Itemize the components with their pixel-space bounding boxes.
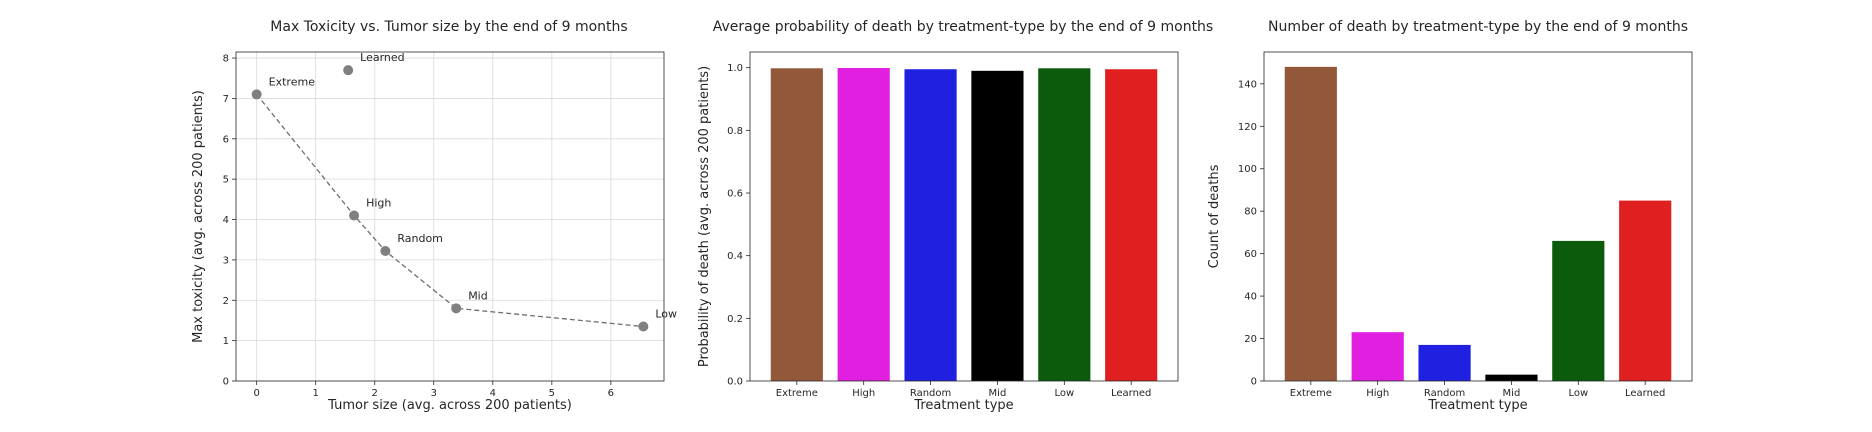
x-tick-label: 3	[431, 388, 437, 399]
x-tick-label: Learned	[1625, 388, 1665, 399]
x-axis-ticks: 0 1 2 3 4 5 6	[253, 381, 614, 399]
point-label: Low	[655, 308, 677, 321]
x-tick-label: 6	[608, 388, 614, 399]
y-axis-ticks: 0.0 0.2 0.4 0.6 0.8 1.0	[727, 63, 750, 388]
data-point-high: High	[349, 196, 391, 221]
count-of-deaths-panel: Number of death by treatment-type by the…	[1207, 19, 1693, 413]
plot-frame	[1263, 51, 1693, 382]
bar-random	[1418, 344, 1471, 381]
y-tick-label: 20	[1244, 334, 1257, 345]
x-tick-label: Mid	[989, 388, 1007, 399]
x-tick-label: Mid	[1503, 388, 1521, 399]
point-label: Random	[397, 232, 443, 245]
bar-low	[1038, 68, 1091, 381]
x-tick-label: Low	[1054, 388, 1074, 399]
connecting-dashed-line	[256, 93, 644, 328]
y-axis-label: Count of deaths	[1207, 164, 1222, 268]
x-tick-label: 5	[549, 388, 555, 399]
bar-extreme	[770, 68, 823, 381]
y-tick-label: 0.0	[727, 377, 743, 388]
bar-mid	[1485, 374, 1538, 381]
y-tick-label: 7	[223, 94, 229, 105]
grid-lines	[236, 52, 664, 382]
x-tick-label: Random	[1424, 388, 1465, 399]
data-point-low: Low	[638, 308, 677, 332]
point-marker	[380, 246, 391, 257]
y-tick-label: 1	[223, 336, 229, 347]
point-marker	[451, 303, 462, 314]
toxicity-vs-tumor-panel: Max Toxicity vs. Tumor size by the end o…	[191, 19, 677, 413]
y-tick-label: 2	[223, 296, 229, 307]
data-point-learned: Learned	[343, 51, 405, 76]
bar-random	[904, 69, 957, 381]
point-marker	[343, 65, 354, 76]
y-tick-label: 0	[223, 377, 229, 388]
y-tick-label: 6	[223, 134, 229, 145]
x-axis-ticks: Extreme High Random Mid Low Learned	[1290, 381, 1665, 399]
data-points: Extreme Learned High Random Mid Low	[251, 51, 677, 332]
y-tick-label: 60	[1244, 249, 1257, 260]
bar-extreme	[1284, 66, 1337, 381]
x-tick-label: Extreme	[1290, 388, 1332, 399]
y-tick-label: 100	[1238, 164, 1257, 175]
bar-mid	[971, 70, 1024, 382]
y-tick-label: 3	[223, 255, 229, 266]
y-tick-label: 0.2	[727, 314, 743, 325]
y-tick-label: 0.8	[727, 126, 743, 137]
y-tick-label: 0	[1251, 377, 1257, 388]
point-label: Extreme	[269, 75, 316, 88]
point-marker	[251, 89, 262, 100]
x-tick-label: 1	[313, 388, 319, 399]
x-tick-label: 4	[490, 388, 496, 399]
bars	[1284, 66, 1672, 381]
x-axis-ticks: Extreme High Random Mid Low Learned	[776, 381, 1151, 399]
bar-learned	[1619, 200, 1672, 381]
bar-high	[1351, 332, 1404, 381]
y-tick-label: 4	[223, 215, 229, 226]
bars	[770, 67, 1158, 382]
y-tick-label: 1.0	[727, 63, 743, 74]
y-tick-label: 5	[223, 175, 229, 186]
x-axis-label: Treatment type	[913, 398, 1013, 413]
point-label: Mid	[468, 289, 488, 302]
data-point-random: Random	[380, 232, 443, 257]
y-tick-label: 80	[1244, 207, 1257, 218]
y-axis-label: Max toxicity (avg. across 200 patients)	[191, 90, 206, 343]
chart-title: Max Toxicity vs. Tumor size by the end o…	[270, 19, 627, 35]
x-axis-label: Treatment type	[1427, 398, 1527, 413]
chart-title: Average probability of death by treatmen…	[713, 19, 1213, 35]
bar-learned	[1105, 69, 1158, 381]
y-axis-label: Probability of death (avg. across 200 pa…	[697, 66, 712, 367]
x-tick-label: Extreme	[776, 388, 818, 399]
y-tick-label: 140	[1238, 79, 1257, 90]
plot-frame	[749, 51, 1179, 382]
point-marker	[349, 210, 360, 221]
x-tick-label: Random	[910, 388, 951, 399]
x-tick-label: High	[852, 388, 875, 399]
y-axis-ticks: 0 20 40 60 80 100 120 140	[1238, 79, 1264, 388]
y-tick-label: 0.4	[727, 251, 743, 262]
x-tick-label: Low	[1568, 388, 1588, 399]
y-tick-label: 120	[1238, 122, 1257, 133]
x-axis-label: Tumor size (avg. across 200 patients)	[327, 398, 572, 413]
point-label: Learned	[360, 51, 405, 64]
data-point-mid: Mid	[451, 289, 488, 314]
chart-title: Number of death by treatment-type by the…	[1268, 19, 1688, 35]
y-tick-label: 0.6	[727, 189, 743, 200]
x-tick-label: High	[1366, 388, 1389, 399]
x-tick-label: 2	[372, 388, 378, 399]
x-tick-label: 0	[253, 388, 259, 399]
bar-low	[1552, 240, 1605, 381]
y-axis-ticks: 0 1 2 3 4 5 6 7 8	[223, 54, 236, 388]
y-tick-label: 8	[223, 54, 229, 65]
point-label: High	[366, 196, 391, 209]
y-tick-label: 40	[1244, 292, 1257, 303]
data-point-extreme: Extreme	[251, 75, 316, 100]
bar-high	[837, 67, 890, 381]
probability-of-death-panel: Average probability of death by treatmen…	[697, 19, 1213, 413]
plot-frame	[235, 51, 665, 382]
point-marker	[638, 321, 649, 332]
x-tick-label: Learned	[1111, 388, 1151, 399]
